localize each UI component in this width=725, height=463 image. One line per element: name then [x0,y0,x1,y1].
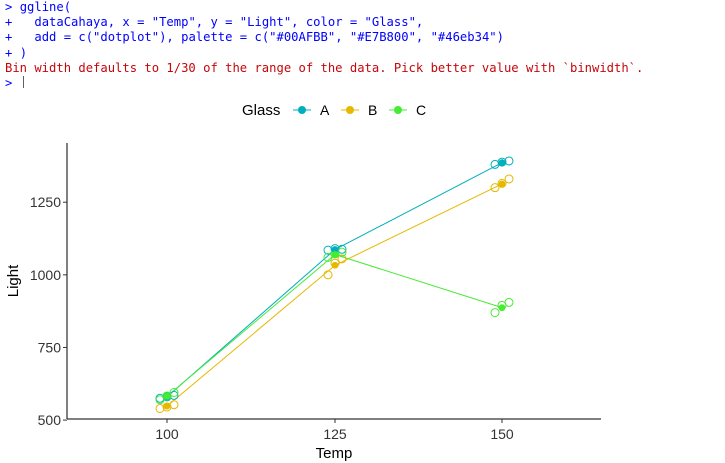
dotplot-point-C [169,387,179,397]
console-prompt: + [5,45,20,60]
console-input-line[interactable]: > [5,75,725,91]
series-line-B [166,183,503,407]
console-code-line: + ) [5,46,725,61]
text-cursor [22,75,24,88]
dotplot-point-A [497,157,507,167]
dotplot-point-B [323,270,333,280]
code-text: dataCahaya, x = "Temp", y = "Light", col… [19,15,424,30]
y-tick-label: 1250 [30,194,61,210]
y-tick-label: 500 [38,412,62,428]
console-prompt: + [5,30,20,45]
y-axis-title: Light [5,264,22,297]
x-tick-label: 125 [323,426,347,442]
series-line-A [166,162,503,398]
mean-point-A [498,159,506,167]
dotplot-point-C [155,395,165,405]
mean-point-B [163,402,171,410]
mean-point-C [331,251,339,258]
mean-point-A [331,246,339,253]
dotplot-point-C [323,252,333,262]
legend: Glass A B C [242,102,426,119]
dotplot-point-B [497,178,507,188]
dotplot-point-B [337,254,347,264]
dotplot-point-A [504,156,514,166]
console-error-line: Bin width defaults to 1/30 of the range … [5,61,725,76]
dotplot-point-B [155,403,165,413]
dotplot-point-C [490,308,500,318]
code-text: ggline( [19,0,72,14]
x-tick-label: 100 [155,426,179,442]
x-axis-title: Temp [316,445,353,462]
console-prompt: > [5,0,20,14]
dotplot-point-B [490,183,500,193]
code-text: add = c("dotplot"), palette = c("#00AFBB… [19,30,504,45]
legend-label: B [368,102,377,118]
legend-key-point [346,106,354,114]
legend-key-point [394,106,402,114]
legend-key-point [298,106,306,114]
series-line-C [166,253,503,397]
console-code-line: > ggline( [5,0,725,15]
legend-label: A [320,102,330,118]
mean-point-B [498,180,506,188]
legend-label: C [416,102,426,118]
ggline-chart: Glass A B C 500 750 1000 1250 100 125 150 Temp Ligh… [5,102,601,462]
console-code-line: + add = c("dotplot"), palette = c("#00AF… [5,30,725,45]
mean-point-C [498,304,506,312]
legend-title: Glass [242,102,280,119]
dotplot-point-C [504,297,514,307]
y-tick-label: 750 [38,339,62,355]
console-prompt: + [5,15,20,30]
mean-point-B [331,261,339,269]
dotplot-point-B [169,400,179,410]
dotplot-point-B [504,174,514,184]
warning-text: Bin width defaults to 1/30 of the range … [5,60,644,75]
axes: 500 750 1000 1250 100 125 150 Temp Light [5,143,601,462]
mean-point-C [163,392,171,400]
y-tick-label: 1000 [30,267,61,283]
r-console[interactable]: > ggline(+ dataCahaya, x = "Temp", y = "… [0,0,725,91]
plot-marks [155,156,514,413]
dotplot-point-C [337,247,347,257]
console-prompt: > [5,75,20,90]
code-text: ) [19,45,28,60]
console-code-line: + dataCahaya, x = "Temp", y = "Light", c… [5,15,725,30]
x-tick-label: 150 [490,426,514,442]
